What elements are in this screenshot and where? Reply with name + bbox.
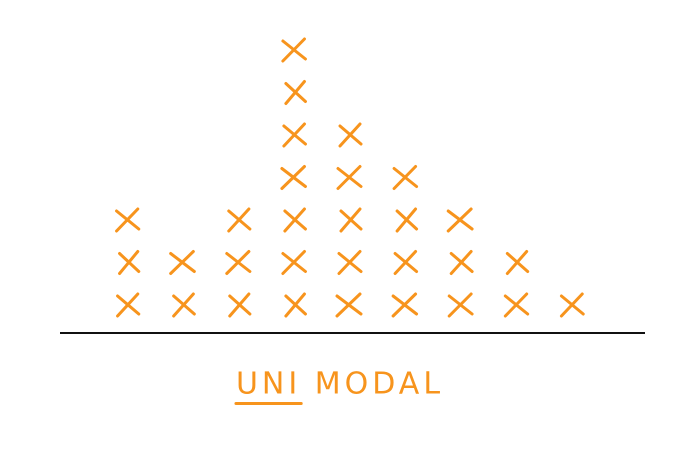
x-stroke [118, 250, 140, 275]
dot-column [446, 207, 474, 318]
x-stroke [336, 165, 362, 190]
dot-column [559, 292, 585, 318]
dot-column [225, 207, 252, 318]
x-stroke [447, 292, 473, 318]
x-stroke [228, 292, 251, 318]
x-stroke [503, 292, 529, 318]
dot-column [280, 37, 307, 318]
x-stroke [169, 250, 195, 275]
x-stroke [337, 250, 362, 275]
dot-column [115, 207, 141, 318]
dot-column [503, 250, 530, 318]
x-stroke [280, 165, 306, 190]
x-stroke [449, 250, 473, 275]
x-stroke [281, 250, 306, 275]
dot-column [391, 165, 419, 318]
x-stroke [339, 207, 362, 233]
x-stroke [393, 250, 418, 275]
x-stroke [505, 250, 529, 275]
x-stroke [281, 37, 306, 63]
x-stroke [338, 122, 362, 148]
x-stroke [335, 292, 362, 318]
x-stroke [392, 165, 418, 190]
x-stroke [391, 292, 418, 318]
x-stroke [116, 292, 140, 318]
x-stroke [559, 292, 584, 318]
chart-title: UNI MODAL [236, 367, 444, 402]
x-stroke [284, 292, 306, 318]
x-stroke [446, 207, 473, 233]
x-stroke [227, 207, 251, 233]
x-stroke [225, 250, 251, 275]
dot-column [335, 122, 363, 318]
x-stroke [283, 207, 306, 233]
dot-column [169, 250, 196, 318]
x-stroke [282, 122, 306, 148]
x-stroke [115, 207, 140, 233]
x-stroke [172, 292, 195, 318]
x-stroke [395, 207, 418, 233]
x-stroke [284, 80, 306, 105]
